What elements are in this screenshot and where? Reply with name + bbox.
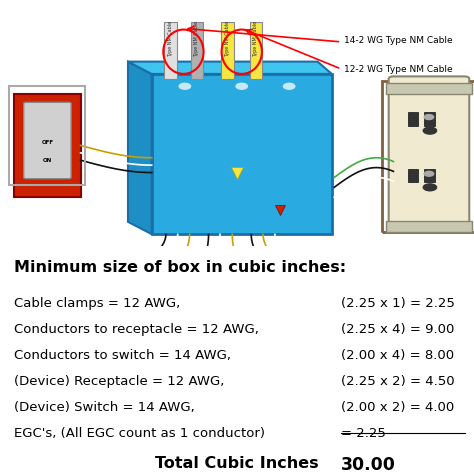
FancyBboxPatch shape	[14, 94, 81, 197]
Text: Total Cubic Inches: Total Cubic Inches	[155, 456, 319, 471]
Text: Type NM Cable: Type NM Cable	[194, 20, 199, 57]
Circle shape	[424, 171, 434, 176]
Text: (2.00 x 4) = 8.00: (2.00 x 4) = 8.00	[341, 349, 455, 362]
Text: EGC's, (All EGC count as 1 conductor): EGC's, (All EGC count as 1 conductor)	[14, 428, 265, 440]
Text: (Device) Switch = 14 AWG,: (Device) Switch = 14 AWG,	[14, 401, 195, 414]
Text: (2.25 x 1) = 2.25: (2.25 x 1) = 2.25	[341, 297, 455, 310]
Text: Type NM Cable: Type NM Cable	[254, 20, 258, 57]
Text: Conductors to receptacle = 12 AWG,: Conductors to receptacle = 12 AWG,	[14, 323, 259, 336]
Text: (2.00 x 2) = 4.00: (2.00 x 2) = 4.00	[341, 401, 455, 414]
Polygon shape	[128, 62, 152, 234]
Circle shape	[423, 184, 437, 191]
Text: Conductors to switch = 14 AWG,: Conductors to switch = 14 AWG,	[14, 349, 231, 362]
Text: Minimum size of box in cubic inches:: Minimum size of box in cubic inches:	[14, 260, 346, 275]
Circle shape	[236, 83, 247, 89]
Text: (Device) Receptacle = 12 AWG,: (Device) Receptacle = 12 AWG,	[14, 375, 225, 388]
Text: OFF: OFF	[41, 140, 54, 146]
Text: Type NM Cable: Type NM Cable	[225, 20, 230, 57]
FancyBboxPatch shape	[250, 22, 262, 79]
Text: (2.25 x 2) = 4.50: (2.25 x 2) = 4.50	[341, 375, 455, 388]
Text: Type NM Cable: Type NM Cable	[168, 20, 173, 57]
FancyBboxPatch shape	[164, 22, 177, 79]
Text: 14-2 WG Type NM Cable: 14-2 WG Type NM Cable	[344, 36, 452, 45]
Text: = 2.25: = 2.25	[341, 428, 386, 440]
Text: Cable clamps = 12 AWG,: Cable clamps = 12 AWG,	[14, 297, 181, 310]
FancyBboxPatch shape	[408, 169, 418, 182]
FancyBboxPatch shape	[386, 82, 472, 94]
Text: 30.00: 30.00	[341, 456, 396, 474]
Circle shape	[179, 83, 191, 89]
FancyBboxPatch shape	[408, 112, 418, 126]
Circle shape	[423, 127, 437, 134]
FancyBboxPatch shape	[191, 22, 203, 79]
FancyBboxPatch shape	[152, 74, 332, 234]
FancyBboxPatch shape	[221, 22, 234, 79]
Text: 12-2 WG Type NM Cable: 12-2 WG Type NM Cable	[344, 64, 452, 73]
FancyBboxPatch shape	[424, 112, 435, 126]
Circle shape	[283, 83, 295, 89]
Circle shape	[424, 115, 434, 119]
FancyBboxPatch shape	[424, 169, 435, 182]
Polygon shape	[128, 62, 332, 74]
FancyBboxPatch shape	[389, 76, 469, 229]
Text: ON: ON	[43, 158, 52, 163]
Text: (2.25 x 4) = 9.00: (2.25 x 4) = 9.00	[341, 323, 455, 336]
FancyBboxPatch shape	[386, 220, 472, 232]
FancyBboxPatch shape	[24, 102, 71, 179]
